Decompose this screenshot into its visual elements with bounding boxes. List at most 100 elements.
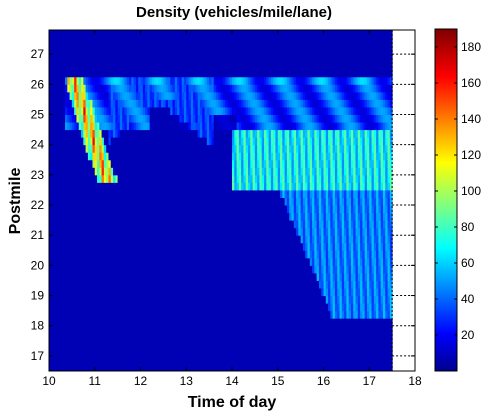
heatmap-cell xyxy=(138,272,141,281)
heatmap-cell xyxy=(270,288,274,297)
heatmap-cell xyxy=(92,46,96,55)
heatmap-cell xyxy=(110,363,114,372)
heatmap-cell xyxy=(257,318,260,327)
heatmap-cell xyxy=(113,182,116,191)
heatmap-cell xyxy=(76,318,80,327)
heatmap-cell xyxy=(108,325,112,334)
heatmap-cell xyxy=(138,310,141,319)
heatmap-cell xyxy=(124,114,128,123)
heatmap-cell xyxy=(195,257,199,266)
heatmap-cell xyxy=(264,280,267,289)
heatmap-cell xyxy=(103,99,107,108)
heatmap-cell xyxy=(55,189,59,198)
heatmap-cell xyxy=(126,31,130,40)
heatmap-cell xyxy=(145,69,148,78)
heatmap-cell xyxy=(273,250,276,259)
heatmap-cell xyxy=(154,205,158,214)
heatmap-cell xyxy=(60,137,64,146)
heatmap-cell xyxy=(142,99,146,108)
heatmap-cell xyxy=(275,174,279,183)
heatmap-cell xyxy=(135,174,139,183)
heatmap-cell xyxy=(199,333,203,342)
heatmap-cell xyxy=(172,30,176,33)
heatmap-cell xyxy=(113,348,116,357)
heatmap-cell xyxy=(232,220,235,229)
heatmap-cell xyxy=(161,167,164,176)
heatmap-cell xyxy=(282,265,286,274)
heatmap-cell xyxy=(99,39,103,48)
heatmap-cell xyxy=(161,205,164,214)
heatmap-cell xyxy=(161,288,164,297)
heatmap-cell xyxy=(277,265,281,274)
heatmap-cell xyxy=(151,30,155,33)
heatmap-cell xyxy=(119,303,123,312)
heatmap-cell xyxy=(167,348,171,357)
heatmap-cell xyxy=(273,220,276,229)
heatmap-cell xyxy=(179,137,183,146)
heatmap-cell xyxy=(90,303,93,312)
heatmap-cell xyxy=(65,325,68,334)
heatmap-cell xyxy=(229,91,233,100)
heatmap-cell xyxy=(101,46,105,55)
heatmap-cell xyxy=(158,205,162,214)
heatmap-cell xyxy=(108,122,112,131)
heatmap-cell xyxy=(62,114,66,123)
heatmap-cell xyxy=(92,303,96,312)
heatmap-cell xyxy=(195,76,199,85)
heatmap-cell xyxy=(85,91,89,100)
heatmap-cell xyxy=(206,235,210,244)
heatmap-cell xyxy=(90,310,93,319)
heatmap-cell xyxy=(156,197,160,206)
heatmap-cell xyxy=(282,99,286,108)
heatmap-cell xyxy=(177,235,180,244)
heatmap-cell xyxy=(280,99,283,108)
heatmap-cell xyxy=(213,46,217,55)
heatmap-cell xyxy=(167,30,171,33)
heatmap-cell xyxy=(87,39,91,48)
heatmap-cell xyxy=(122,348,125,357)
heatmap-cell xyxy=(229,265,233,274)
heatmap-cell xyxy=(110,31,114,40)
heatmap-cell xyxy=(69,272,73,281)
heatmap-cell xyxy=(145,325,148,334)
heatmap-cell xyxy=(117,363,121,372)
heatmap-cell xyxy=(261,242,265,251)
heatmap-cell xyxy=(67,182,71,191)
heatmap-cell xyxy=(165,212,169,221)
heatmap-cell xyxy=(236,197,240,206)
heatmap-cell xyxy=(280,333,283,342)
heatmap-cell xyxy=(74,189,77,198)
heatmap-cell xyxy=(101,348,105,357)
heatmap-cell xyxy=(174,303,178,312)
heatmap-cell xyxy=(234,61,238,70)
heatmap-cell xyxy=(147,76,151,85)
heatmap-cell xyxy=(236,333,240,342)
heatmap-cell xyxy=(97,310,100,319)
heatmap-cell xyxy=(243,303,247,312)
heatmap-cell xyxy=(87,220,91,229)
heatmap-cell xyxy=(252,182,256,191)
heatmap-cell xyxy=(161,303,164,312)
heatmap-cell xyxy=(193,31,196,40)
heatmap-cell xyxy=(106,152,109,161)
heatmap-cell xyxy=(270,355,274,364)
heatmap-cell xyxy=(94,235,98,244)
heatmap-cell xyxy=(115,84,119,93)
heatmap-cell xyxy=(167,159,171,168)
heatmap-cell xyxy=(53,227,57,236)
heatmap-cell xyxy=(117,182,121,191)
heatmap-cell xyxy=(234,250,238,259)
heatmap-cell xyxy=(232,189,235,198)
heatmap-cell xyxy=(170,182,174,191)
heatmap-cell xyxy=(138,46,141,55)
heatmap-cell xyxy=(250,39,254,48)
heatmap-cell xyxy=(165,303,169,312)
heatmap-cell xyxy=(60,272,64,281)
heatmap-cell xyxy=(90,31,93,40)
heatmap-cell xyxy=(110,265,114,274)
heatmap-cell xyxy=(124,295,128,304)
heatmap-cell xyxy=(135,129,139,138)
heatmap-cell xyxy=(222,30,226,33)
heatmap-cell xyxy=(241,30,244,33)
heatmap-cell xyxy=(113,31,116,40)
